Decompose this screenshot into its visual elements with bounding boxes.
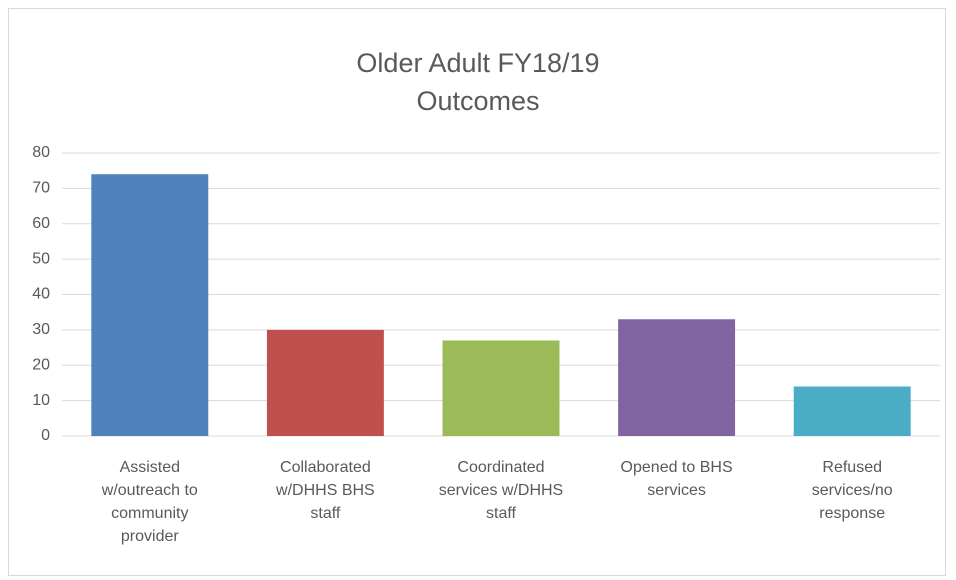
- y-tick-label: 10: [32, 392, 50, 409]
- y-tick-label: 50: [32, 250, 50, 267]
- y-tick-label: 70: [32, 180, 50, 197]
- bar: [266, 329, 384, 436]
- y-tick-label: 40: [32, 286, 50, 303]
- bar: [91, 174, 209, 436]
- y-tick-label: 0: [41, 427, 50, 444]
- x-tick-label: Opened to BHS services: [620, 459, 733, 499]
- x-tick-label: Assisted w/outreach to community provide…: [101, 459, 198, 545]
- x-tick-label: Collaborated w/DHHS BHS staff: [276, 459, 375, 522]
- chart-border: [8, 8, 946, 576]
- y-tick-label: 60: [32, 215, 50, 232]
- bar: [793, 386, 911, 436]
- x-tick-label: Refused services/no response: [811, 459, 893, 522]
- y-tick-label: 80: [32, 144, 50, 161]
- bar: [618, 319, 736, 436]
- y-tick-label: 20: [32, 356, 50, 373]
- y-tick-label: 30: [32, 321, 50, 338]
- chart-title: Older Adult FY18/19 Outcomes: [356, 48, 600, 116]
- bar: [442, 340, 560, 436]
- x-tick-label: Coordinated services w/DHHS staff: [438, 459, 564, 522]
